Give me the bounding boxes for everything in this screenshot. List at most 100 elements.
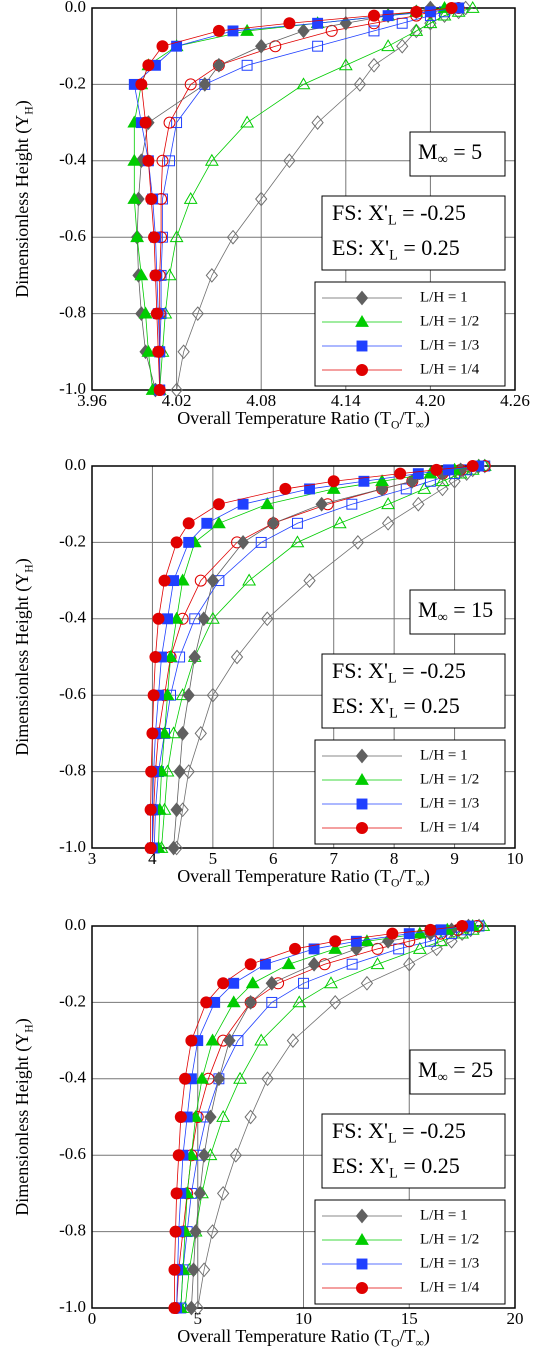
- marker: [375, 474, 389, 487]
- text-segment: Overall Temperature Ratio (T: [177, 866, 391, 887]
- series-line: [159, 7, 459, 390]
- marker: [168, 1302, 181, 1314]
- text-segment: ): [12, 558, 33, 564]
- marker: [400, 483, 412, 495]
- marker: [424, 923, 437, 936]
- annotation-box: [321, 195, 506, 271]
- marker: [286, 1033, 300, 1048]
- marker: [325, 24, 338, 37]
- x-axis-label: Overall Temperature Ratio (TO/T∞): [177, 408, 430, 431]
- marker: [332, 516, 347, 529]
- marker: [368, 25, 380, 37]
- marker: [339, 15, 352, 31]
- text-segment: ): [424, 866, 430, 887]
- marker: [166, 726, 181, 739]
- marker: [179, 1072, 192, 1085]
- text-segment: FS: X': [332, 200, 388, 225]
- marker: [351, 535, 365, 550]
- y-tick-label: -0.6: [59, 684, 86, 703]
- y-tick-label: -0.4: [59, 608, 86, 627]
- marker: [170, 382, 183, 398]
- subscript: O: [391, 418, 399, 431]
- text-segment: Dimensionless Height (Y: [12, 573, 33, 756]
- marker: [152, 345, 165, 358]
- marker: [303, 573, 316, 588]
- marker: [353, 77, 367, 92]
- marker: [355, 1208, 369, 1224]
- text-segment: = -0.25: [397, 200, 466, 225]
- legend-label: L/H = 1/3: [420, 795, 479, 811]
- marker: [183, 191, 198, 204]
- marker: [226, 229, 240, 245]
- marker: [127, 191, 142, 204]
- marker: [226, 995, 241, 1008]
- marker: [435, 924, 447, 936]
- y-axis-label: Dimensionless Height (YH): [12, 100, 35, 297]
- marker: [254, 1033, 269, 1046]
- marker: [144, 803, 157, 816]
- y-tick-label: -0.8: [59, 1221, 86, 1240]
- y-tick-label: -0.2: [59, 73, 86, 92]
- marker: [245, 976, 260, 989]
- marker: [241, 59, 253, 71]
- marker: [139, 116, 152, 129]
- marker: [356, 1258, 368, 1270]
- marker: [346, 958, 358, 970]
- marker: [290, 535, 305, 548]
- marker: [417, 481, 432, 494]
- marker: [153, 384, 166, 396]
- marker: [182, 764, 195, 779]
- legend-label: L/H = 1: [420, 1207, 468, 1223]
- text-segment: ES: X': [332, 693, 389, 718]
- subscript: L: [389, 248, 398, 264]
- marker: [168, 1263, 181, 1276]
- marker: [130, 230, 145, 243]
- marker: [150, 307, 163, 320]
- marker: [176, 726, 189, 741]
- marker: [412, 941, 427, 954]
- marker: [360, 975, 374, 991]
- marker: [356, 798, 368, 810]
- series-line: [176, 925, 469, 1309]
- text-segment: Dimensionless Height (Y: [12, 1033, 33, 1216]
- marker: [216, 1186, 230, 1201]
- marker: [197, 1262, 211, 1278]
- series-line: [174, 925, 463, 1308]
- marker: [169, 1225, 182, 1238]
- marker: [216, 1109, 231, 1122]
- x-tick-label: 4: [148, 849, 157, 868]
- marker: [184, 78, 197, 91]
- marker: [358, 475, 370, 487]
- marker: [156, 154, 169, 167]
- marker: [355, 772, 369, 785]
- legend-label: L/H = 1/4: [420, 361, 480, 377]
- marker: [396, 38, 409, 54]
- text-segment: ES: X': [332, 1153, 389, 1178]
- marker: [145, 193, 158, 205]
- marker: [191, 306, 204, 321]
- marker: [170, 1187, 183, 1200]
- marker: [146, 727, 159, 740]
- y-tick-label: 0.0: [65, 455, 86, 474]
- marker: [205, 268, 219, 283]
- text-segment: = 5: [448, 139, 482, 164]
- marker: [217, 977, 230, 990]
- marker: [436, 481, 449, 497]
- series-line: [159, 7, 473, 391]
- x-tick-label: 4.02: [162, 391, 192, 410]
- series-line: [158, 465, 479, 849]
- legend-box: [314, 281, 506, 387]
- marker: [169, 611, 184, 624]
- series-line: [140, 7, 452, 391]
- text-segment: = 0.25: [398, 693, 460, 718]
- text-segment: = -0.25: [397, 658, 466, 683]
- marker: [167, 840, 180, 856]
- marker: [437, 8, 452, 21]
- text-segment: = 0.25: [398, 235, 460, 260]
- text-segment: = 25: [448, 1057, 493, 1082]
- marker: [312, 17, 324, 29]
- marker: [188, 649, 201, 665]
- series-line: [161, 465, 485, 849]
